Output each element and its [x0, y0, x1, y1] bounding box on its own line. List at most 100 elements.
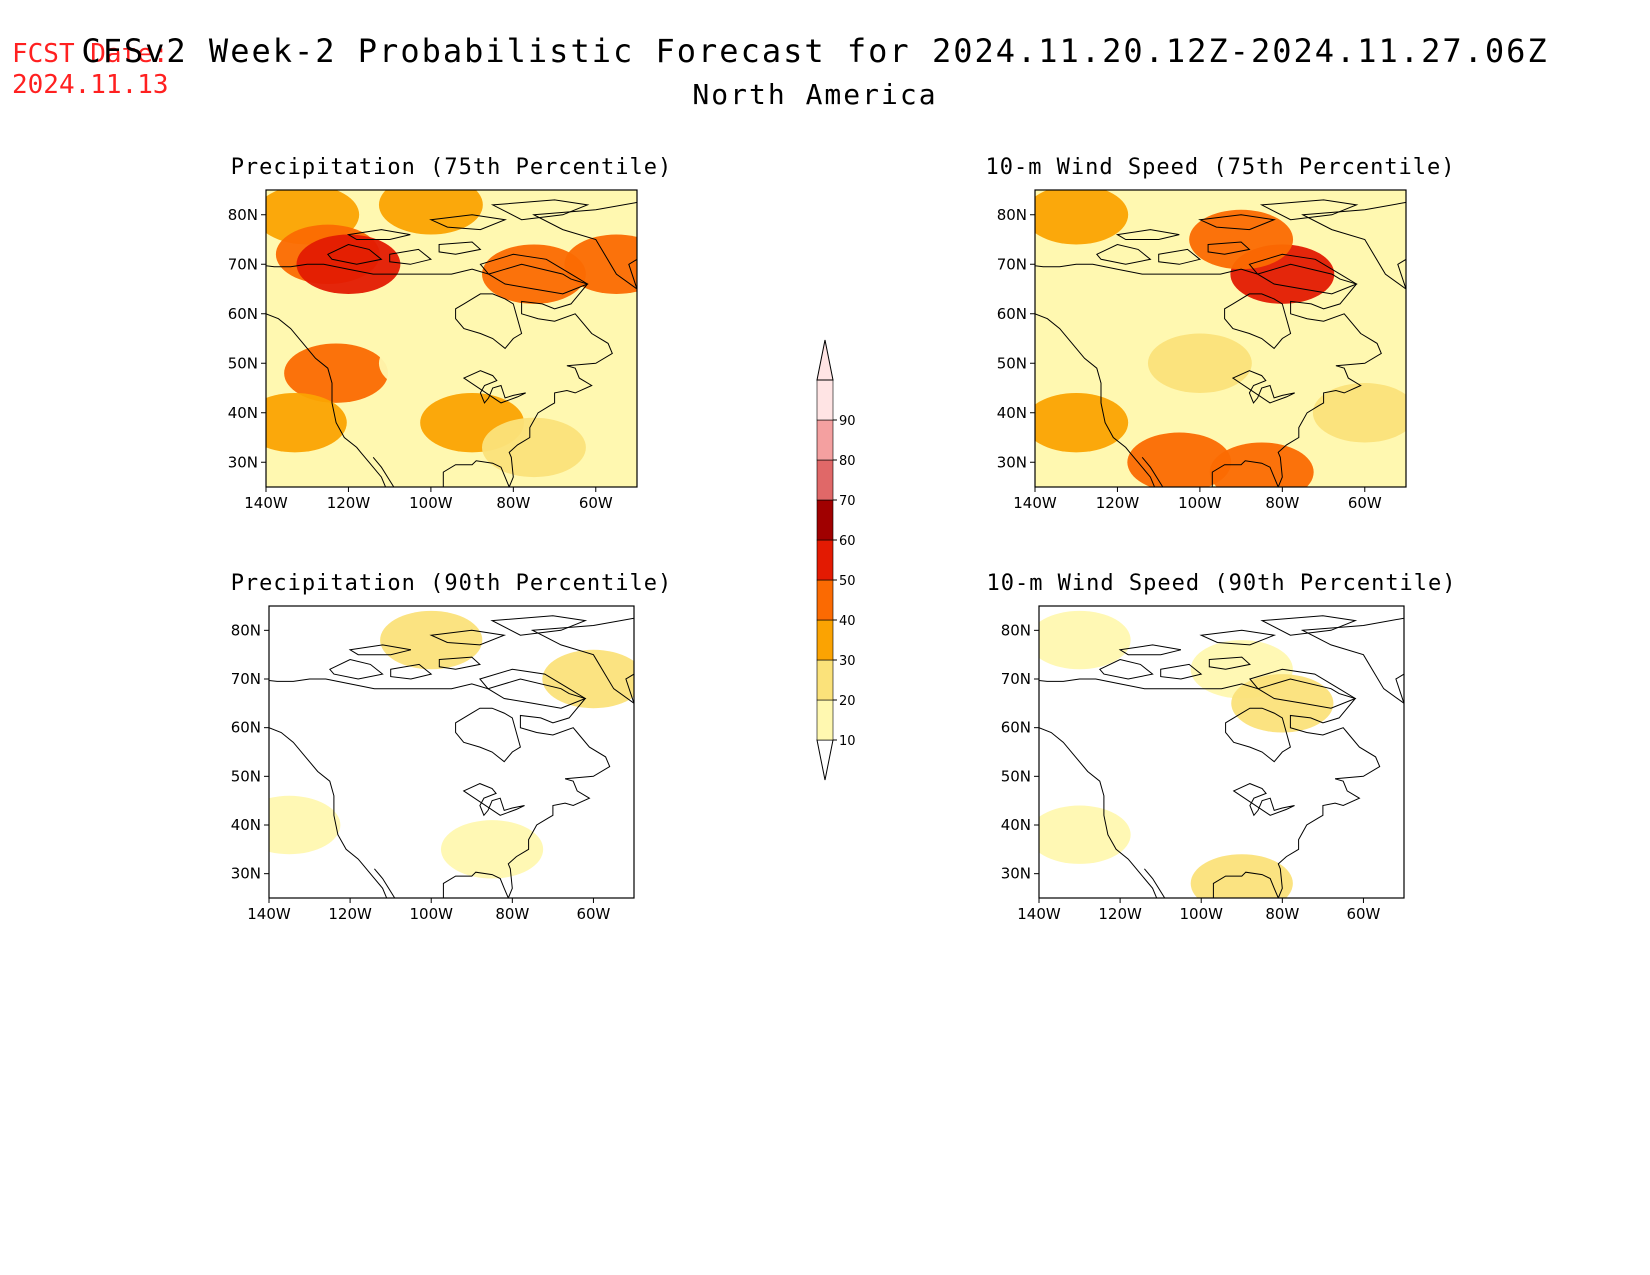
probability-region: [1147, 333, 1252, 393]
panel-title: 10-m Wind Speed (75th Percentile): [985, 155, 1455, 180]
coastline: [269, 678, 611, 898]
panel-title: Precipitation (90th Percentile): [231, 571, 673, 596]
probability-region: [269, 795, 341, 855]
lon-tick-label: 120W: [328, 905, 372, 923]
coastline: [1232, 783, 1295, 817]
colorbar-label: 40: [839, 614, 856, 629]
coastline: [462, 370, 526, 404]
lat-tick-label: 40N: [228, 404, 258, 422]
colorbar-end-low: [816, 739, 834, 781]
probability-region: [1231, 674, 1334, 733]
coastline: [1301, 201, 1406, 290]
coastline: [438, 241, 482, 255]
colorbar-label: 60: [839, 534, 856, 549]
coastline: [479, 253, 589, 295]
lat-tick-label: 50N: [228, 354, 258, 372]
colorbar-label: 30: [839, 654, 856, 669]
colorbar-swatch: [816, 459, 834, 501]
colorbar-swatch: [816, 699, 834, 741]
coastline: [1035, 263, 1382, 487]
coastline: [1248, 253, 1358, 295]
colorbar-swatch: [816, 659, 834, 701]
lat-tick-label: 80N: [1001, 621, 1031, 639]
probability-region: [1312, 383, 1406, 443]
coastline: [1300, 617, 1404, 704]
lon-tick-label: 80W: [495, 905, 529, 923]
colorbar-label: 80: [839, 454, 856, 469]
lat-tick-label: 50N: [997, 354, 1027, 372]
lon-tick-label: 100W: [1178, 494, 1222, 512]
probability-region: [1035, 392, 1129, 453]
probability-region: [482, 417, 586, 478]
coastline: [266, 313, 395, 487]
coastline: [1249, 668, 1357, 709]
probability-region: [1209, 442, 1314, 487]
lon-tick-label: 60W: [576, 905, 610, 923]
probability-region: [542, 649, 634, 709]
coastline: [1207, 241, 1251, 255]
lat-tick-label: 50N: [1001, 767, 1031, 785]
coastline: [1225, 707, 1291, 763]
coastline: [1035, 313, 1164, 487]
lat-tick-label: 30N: [228, 453, 258, 471]
coastline: [328, 658, 384, 680]
coastline: [327, 243, 383, 265]
coastline: [438, 656, 481, 670]
lat-tick-label: 50N: [231, 767, 261, 785]
lon-tick-label: 60W: [1346, 905, 1380, 923]
panel-wind-75: 10-m Wind Speed (75th Percentile) 140W 120…: [985, 155, 1455, 512]
colorbar-swatch: [816, 499, 834, 541]
panel-title: Precipitation (75th Percentile): [231, 155, 673, 180]
lat-tick-label: 40N: [1001, 816, 1031, 834]
lon-tick-label: 80W: [1265, 494, 1299, 512]
lon-tick-label: 100W: [1179, 905, 1223, 923]
coastline: [490, 615, 588, 636]
colorbar-swatch: [816, 419, 834, 461]
coastline: [532, 201, 637, 290]
probability-region: [266, 392, 347, 453]
map-frame: [1038, 605, 1405, 899]
coastline: [530, 617, 634, 704]
map-frame: [268, 605, 635, 899]
panel-precip-75: Precipitation (75th Percentile) 140W 120W 1…: [228, 155, 673, 512]
coastline: [1039, 678, 1381, 898]
colorbar-swatch: [816, 619, 834, 661]
lat-tick-label: 70N: [228, 255, 258, 273]
lat-tick-label: 60N: [228, 305, 258, 323]
coastline: [1098, 658, 1154, 680]
probability-region: [378, 333, 483, 393]
colorbar-swatch: [816, 379, 834, 421]
panel-wind-90: 10-m Wind Speed (90th Percentile) 140W 120…: [986, 571, 1455, 923]
coastline: [1260, 615, 1358, 636]
colorbar-label: 10: [839, 734, 856, 749]
coastline: [455, 707, 521, 763]
lat-tick-label: 30N: [231, 865, 261, 883]
lon-tick-label: 60W: [579, 494, 613, 512]
colorbar: 10 20 30 40 50 60 70 80 90: [816, 339, 856, 781]
fcst-date-value: 2024.11.13: [12, 70, 169, 100]
lat-tick-label: 70N: [997, 255, 1027, 273]
lat-tick-label: 40N: [231, 816, 261, 834]
coastline: [479, 668, 587, 709]
coastline: [1199, 629, 1277, 646]
coastline: [389, 248, 433, 265]
lon-tick-label: 100W: [409, 494, 453, 512]
figure-subtitle: North America: [692, 78, 937, 111]
map-frame: [265, 189, 638, 488]
colorbar-label: 90: [839, 414, 856, 429]
lat-tick-label: 80N: [997, 206, 1027, 224]
lon-tick-label: 120W: [327, 494, 371, 512]
probability-region: [1189, 209, 1294, 270]
lat-tick-label: 60N: [997, 305, 1027, 323]
lat-tick-label: 40N: [997, 404, 1027, 422]
coastline: [1231, 370, 1295, 404]
colorbar-label: 70: [839, 494, 856, 509]
lon-tick-label: 140W: [1017, 905, 1061, 923]
lat-tick-label: 80N: [228, 206, 258, 224]
coastline: [1158, 248, 1202, 265]
coastline: [490, 199, 590, 221]
coastline: [266, 263, 613, 487]
figure-title: CFSv2 Week-2 Probabilistic Forecast for …: [81, 32, 1548, 70]
lat-tick-label: 30N: [997, 453, 1027, 471]
